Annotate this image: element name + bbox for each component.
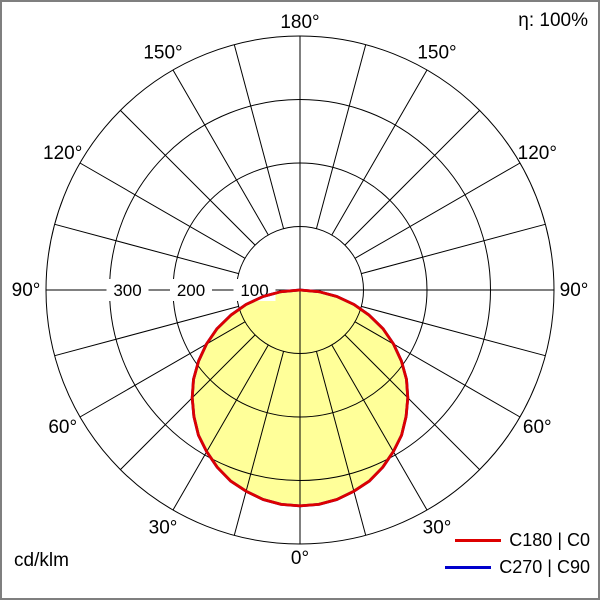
radial-tick-labels-layer: 100 200 300 — [106, 279, 276, 301]
grid-spoke — [344, 110, 480, 246]
angle-label: 0° — [291, 548, 309, 569]
legend-line-c180-c0 — [455, 539, 502, 542]
grid-spoke — [54, 223, 239, 275]
grid-spoke — [120, 334, 256, 470]
grid-spoke — [344, 334, 480, 470]
grid-spoke — [315, 351, 367, 536]
grid-spoke — [79, 321, 246, 418]
grid-spoke — [54, 305, 239, 357]
grid-spoke — [354, 321, 521, 418]
angle-label: 150° — [417, 43, 456, 64]
grid-spoke — [233, 44, 285, 229]
grid-spoke — [354, 162, 521, 259]
angle-label: 180° — [280, 12, 319, 33]
grid-spoke — [331, 69, 428, 236]
grid-spoke — [79, 162, 246, 259]
angle-label: 30° — [423, 517, 452, 538]
legend-label-c180-c0: C180 | C0 — [509, 530, 590, 550]
grid-spoke — [233, 351, 285, 536]
radial-tick-label-bg — [170, 279, 212, 301]
unit-label: cd/klm — [14, 550, 69, 571]
angle-labels-layer: 0° 30° 30° 60° 60° 90° 90° 120° 120° 150° 150° 180° — [12, 12, 589, 569]
grid-spoke — [361, 305, 546, 357]
angle-label: 90° — [12, 280, 41, 301]
angle-label: 150° — [143, 43, 182, 64]
grid-spoke — [315, 44, 367, 229]
grid-spoke — [331, 344, 428, 511]
angle-label: 30° — [149, 517, 178, 538]
legend-label-c270-c90: C270 | C90 — [499, 557, 590, 577]
angle-label: 90° — [560, 280, 589, 301]
angle-label: 120° — [518, 143, 557, 164]
grid-spoke — [172, 69, 269, 236]
series-curve-0 — [190, 288, 410, 508]
angle-label: 120° — [43, 143, 82, 164]
angle-label: 60° — [48, 417, 77, 438]
legend-entry-c270-c90: C270 | C90 — [445, 557, 590, 578]
grid-spoke — [172, 344, 269, 511]
angle-label: 60° — [523, 417, 552, 438]
radial-tick-label: 200 — [177, 281, 205, 300]
distribution-curves-layer — [190, 288, 410, 508]
radial-tick-label: 300 — [113, 281, 141, 300]
radial-tick-label-bg — [106, 279, 149, 301]
radial-tick-label: 100 — [240, 281, 268, 300]
efficiency-label: η: 100% — [518, 10, 588, 31]
legend-line-c270-c90 — [445, 566, 492, 569]
legend-entry-c180-c0: C180 | C0 — [445, 530, 590, 551]
polar-grid-layer — [45, 35, 555, 545]
grid-spoke — [120, 110, 256, 246]
grid-spoke — [361, 223, 546, 275]
legend: C180 | C0 C270 | C90 — [445, 530, 590, 578]
